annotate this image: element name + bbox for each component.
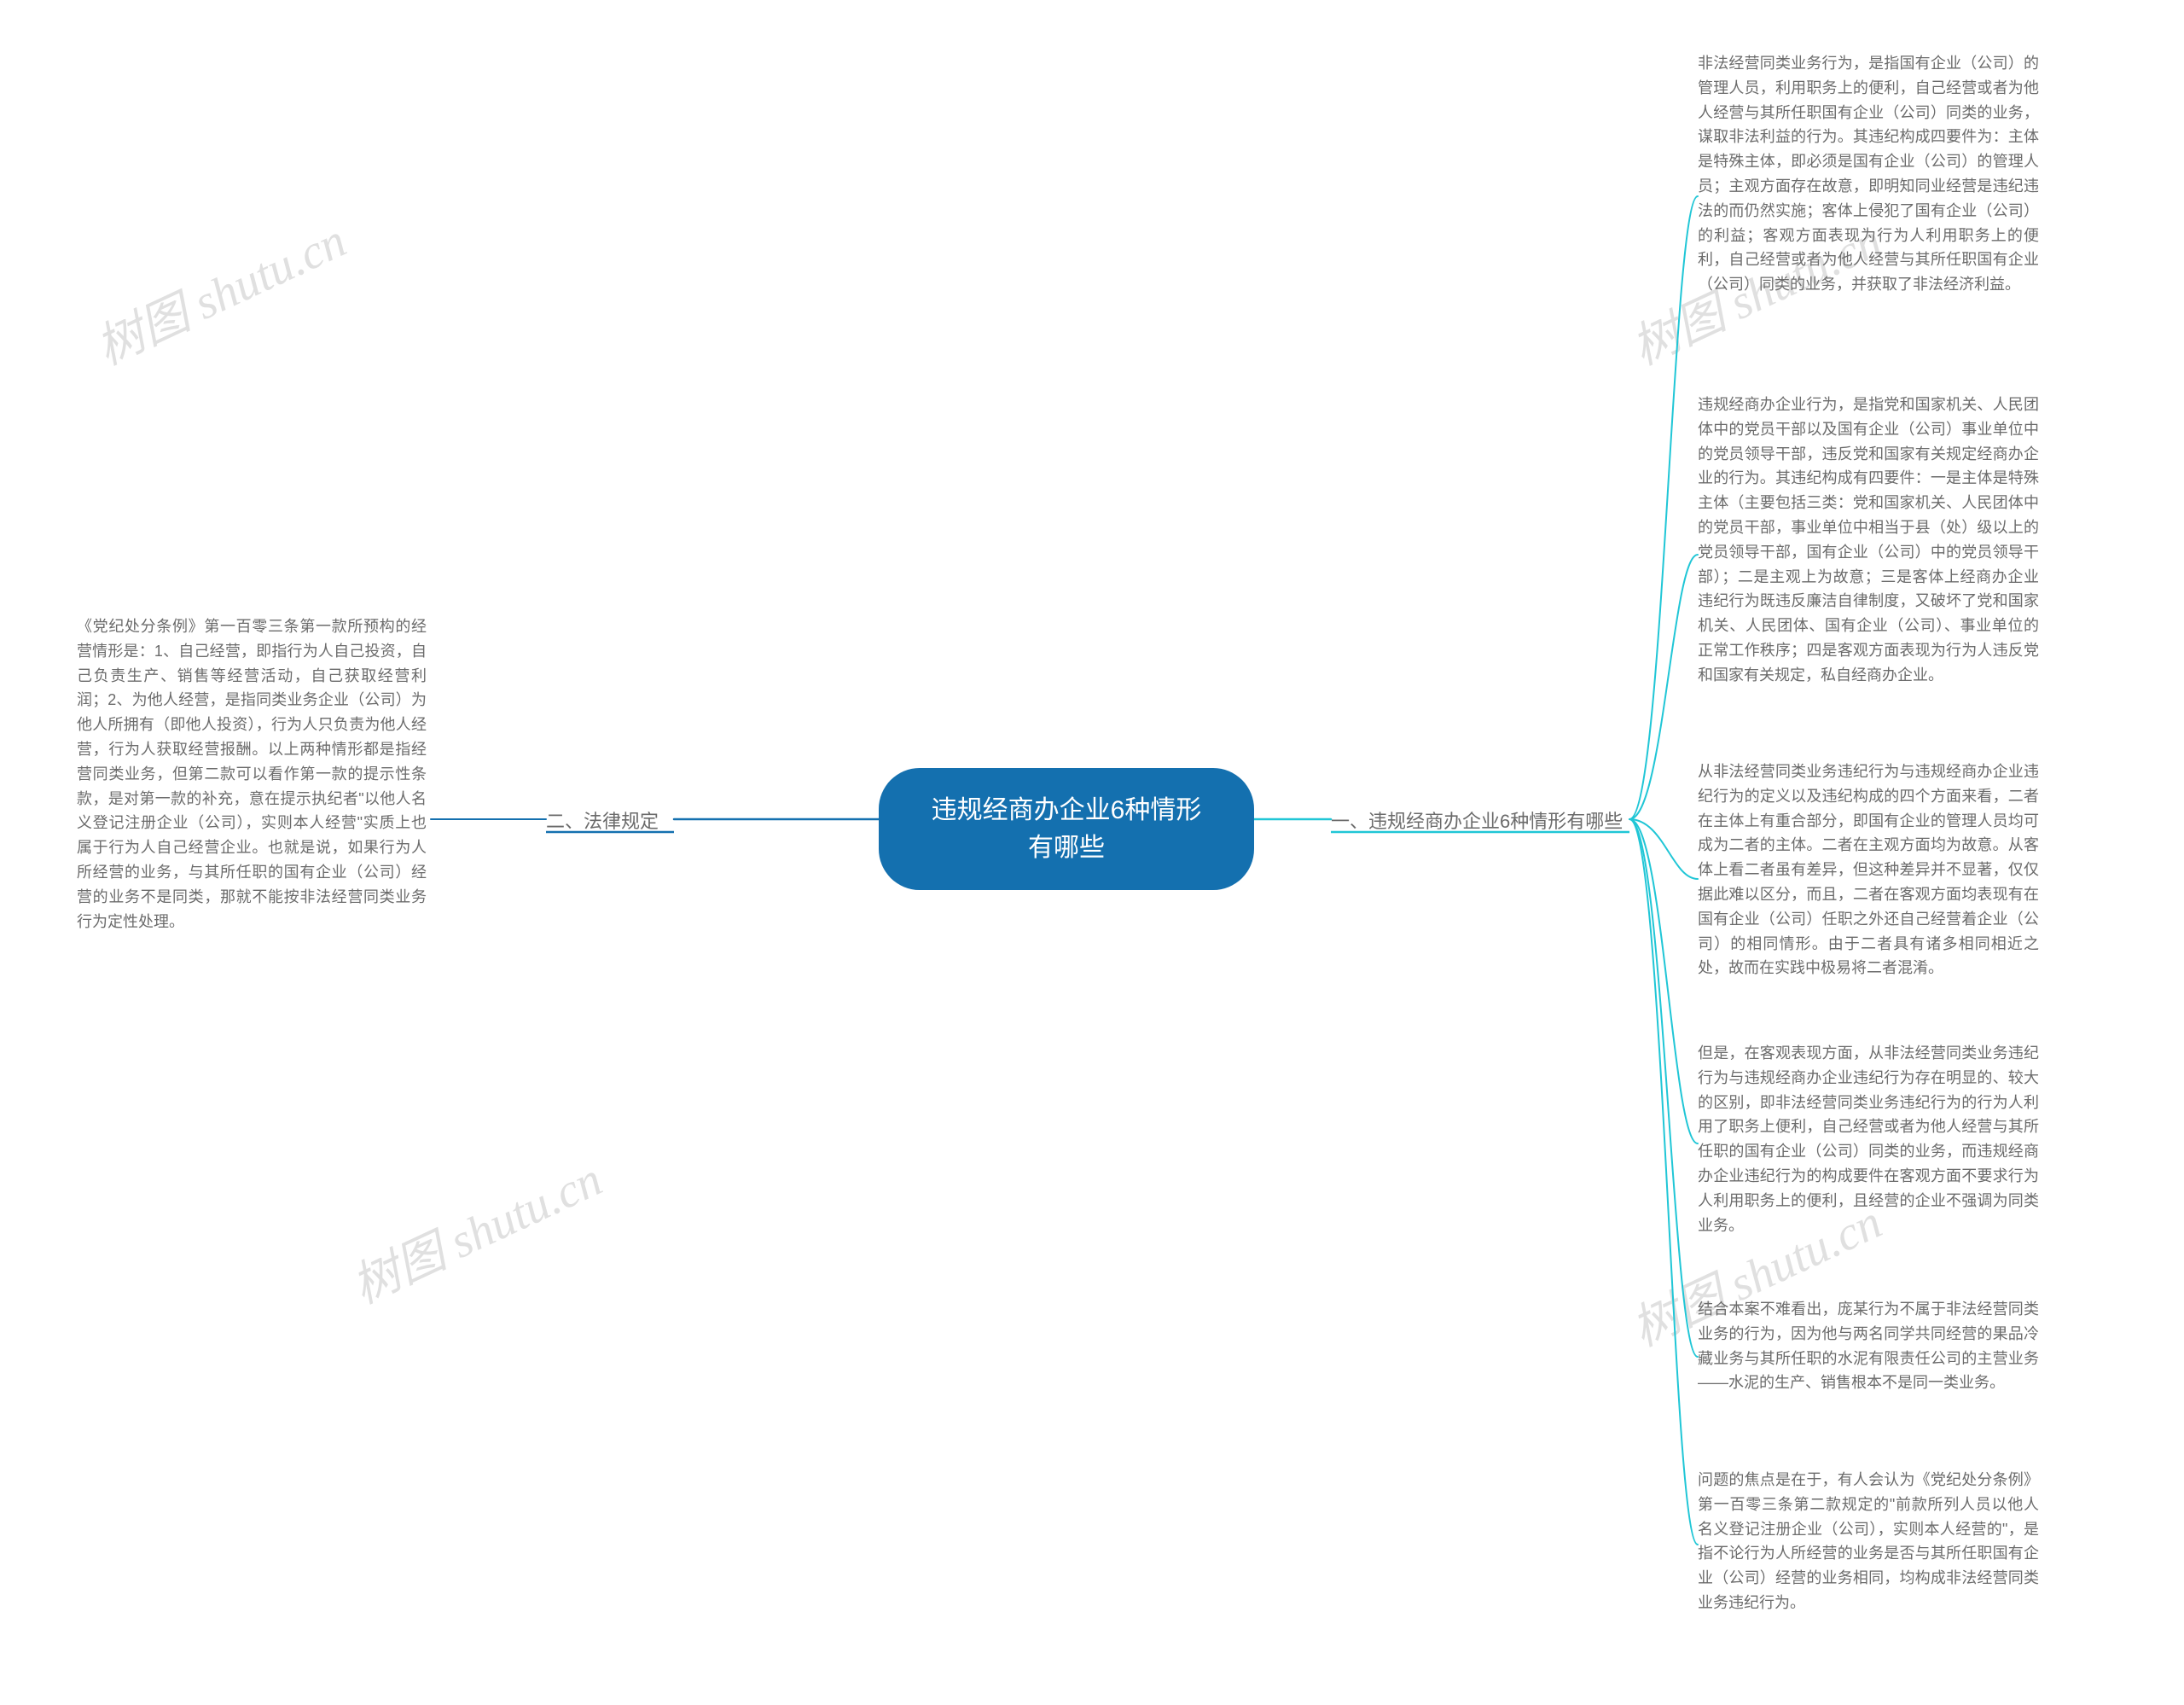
watermark: 树图 shutu.cn bbox=[340, 1141, 612, 1317]
edge-right-leaf-5 bbox=[1629, 819, 1698, 1357]
leaf-right-2: 违规经商办企业行为，是指党和国家机关、人民团体中的党员干部以及国有企业（公司）事… bbox=[1698, 393, 2039, 688]
leaf-left-1: 《党纪处分条例》第一百零三条第一款所预构的经营情形是：1、自己经营，即指行为人自… bbox=[77, 614, 427, 934]
edge-right-leaf-1 bbox=[1629, 196, 1698, 819]
branch-right[interactable]: 一、违规经商办企业6种情形有哪些 bbox=[1331, 806, 1623, 834]
edge-right-leaf-3 bbox=[1629, 819, 1698, 879]
leaf-right-4: 但是，在客观表现方面，从非法经营同类业务违纪行为与违规经商办企业违纪行为存在明显… bbox=[1698, 1041, 2039, 1237]
leaf-right-3: 从非法经营同类业务违纪行为与违规经商办企业违纪行为的定义以及违纪构成的四个方面来… bbox=[1698, 759, 2039, 981]
leaf-right-5: 结合本案不难看出，庞某行为不属于非法经营同类业务的行为，因为他与两名同学共同经营… bbox=[1698, 1297, 2039, 1395]
leaf-right-6: 问题的焦点是在于，有人会认为《党纪处分条例》第一百零三条第二款规定的"前款所列人… bbox=[1698, 1468, 2039, 1615]
edge-right-leaf-2 bbox=[1629, 555, 1698, 819]
branch-left[interactable]: 二、法律规定 bbox=[546, 806, 659, 834]
leaf-right-1: 非法经营同类业务行为，是指国有企业（公司）的管理人员，利用职务上的便利，自己经营… bbox=[1698, 51, 2039, 297]
watermark: 树图 shutu.cn bbox=[84, 202, 356, 378]
center-node[interactable]: 违规经商办企业6种情形有哪些 bbox=[879, 768, 1254, 890]
edge-right-leaf-6 bbox=[1629, 819, 1698, 1545]
edge-right-leaf-4 bbox=[1629, 819, 1698, 1143]
